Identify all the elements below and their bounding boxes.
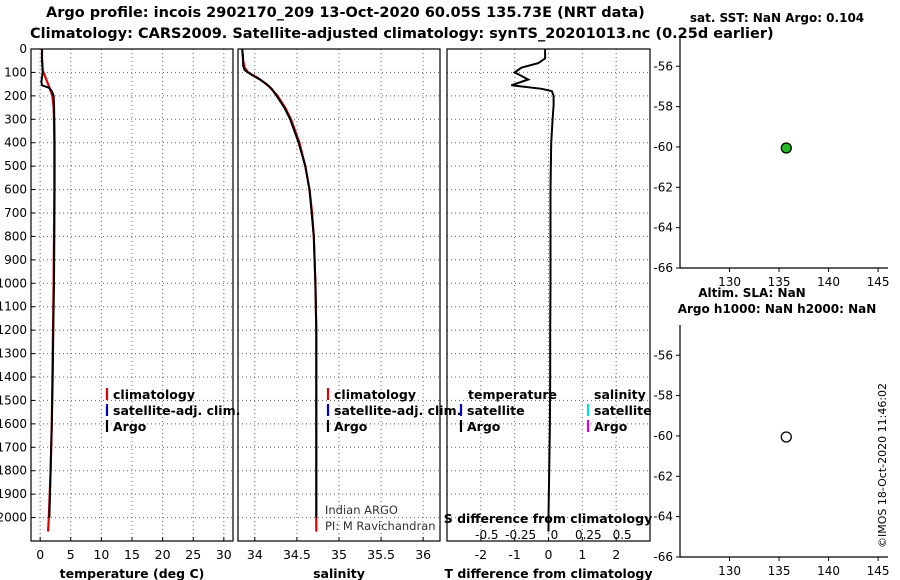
temperature-frame — [30, 48, 234, 542]
sla_map-ytick-label: -56 — [653, 348, 673, 362]
chart-title-line-1: Argo profile: incois 2902170_209 13-Oct-… — [46, 5, 645, 21]
difference-legend-temperature-label: satellite — [467, 403, 525, 418]
sst_map-xtick-label: 140 — [817, 275, 840, 289]
difference-series-t-argo---clim — [510, 49, 555, 532]
temperature-ytick-label: 1200 — [0, 323, 27, 337]
salinity-annotation-institution: Indian ARGO — [325, 503, 398, 517]
temperature-ytick-label: 2000 — [0, 511, 27, 525]
difference-top-tick-label: -0.5 — [475, 528, 498, 542]
temperature-ytick-label: 1700 — [0, 440, 27, 454]
imos-credit-stamp: ©IMOS 18-Oct-2020 11:46:02 — [876, 383, 889, 548]
salinity-xlabel: salinity — [313, 566, 365, 580]
difference-top-tick-label: -0.25 — [505, 528, 536, 542]
sla-map-title-line-1: Altim. SLA: NaN — [698, 286, 805, 300]
difference-xtick-label: 0 — [545, 547, 553, 562]
sla_map-xtick-label: 135 — [768, 564, 791, 578]
salinity-frame — [237, 48, 441, 542]
sla-map-title-line-2: Argo h1000: NaN h2000: NaN — [678, 302, 877, 316]
salinity-legend-label: satellite-adj. clim. — [334, 403, 461, 418]
sla_map-ytick-label: -62 — [653, 469, 673, 483]
difference-legend-title-temperature: temperature — [468, 387, 557, 402]
temperature-xtick-label: 5 — [67, 547, 75, 562]
salinity-xtick-label: 35.5 — [367, 547, 395, 562]
temperature-ytick-label: 100 — [4, 65, 27, 79]
sla_map-xtick-label: 145 — [867, 564, 890, 578]
sla_map-xtick-label: 130 — [718, 564, 741, 578]
temperature-ytick-label: 800 — [4, 229, 27, 243]
temperature-xtick-label: 20 — [155, 547, 171, 562]
sst-map-title: sat. SST: NaN Argo: 0.104 — [690, 11, 864, 25]
salinity-legend-label: climatology — [334, 387, 416, 402]
sst_map-ytick-label: -58 — [653, 100, 673, 114]
difference-xtick-label: 1 — [578, 547, 586, 562]
salinity-xtick-label: 36 — [415, 547, 431, 562]
temperature-ytick-label: 700 — [4, 206, 27, 220]
sst_map-xtick-label: 130 — [718, 275, 741, 289]
temperature-xtick-label: 0 — [36, 547, 44, 562]
difference-top-tick-label: 0 — [551, 528, 559, 542]
temperature-ytick-label: 1100 — [0, 300, 27, 314]
temperature-ytick-label: 400 — [4, 136, 27, 150]
difference-xtick-label: 2 — [612, 547, 620, 562]
difference-legend-title-salinity: salinity — [594, 387, 646, 402]
sst_map-ytick-label: -60 — [653, 140, 673, 154]
salinity-series-climatology — [241, 48, 318, 532]
temperature-xtick-label: 25 — [185, 547, 201, 562]
temperature-legend-label: climatology — [113, 387, 195, 402]
chart-title-line-2: Climatology: CARS2009. Satellite-adjuste… — [30, 26, 774, 42]
sst_map-ytick-label: -66 — [653, 261, 673, 275]
difference-legend-salinity-label: satellite — [594, 403, 652, 418]
sst_map-xtick-label: 145 — [867, 275, 890, 289]
salinity-xtick-label: 35 — [331, 547, 347, 562]
temperature-legend-label: Argo — [113, 419, 147, 434]
temperature-xtick-label: 15 — [124, 547, 140, 562]
difference-legend-temperature-label: Argo — [467, 419, 501, 434]
difference-xtick-label: -2 — [475, 547, 487, 562]
temperature-ytick-label: 200 — [4, 89, 27, 103]
difference-xtick-label: -1 — [508, 547, 520, 562]
sla_map-ytick-label: -58 — [653, 389, 673, 403]
temperature-ytick-label: 600 — [4, 183, 27, 197]
difference-top-axis-label: S difference from climatology — [444, 511, 653, 526]
temperature-series-argo — [40, 49, 56, 518]
difference-legend-salinity-label: Argo — [594, 419, 628, 434]
temperature-ytick-label: 1400 — [0, 370, 27, 384]
sla_map-xtick-label: 140 — [817, 564, 840, 578]
temperature-xtick-label: 30 — [216, 547, 232, 562]
temperature-ytick-label: 1800 — [0, 464, 27, 478]
salinity-legend-label: Argo — [334, 419, 368, 434]
sst_map-ytick-label: -56 — [653, 59, 673, 73]
difference-top-tick-label: 0.25 — [575, 528, 602, 542]
temperature-ytick-label: 500 — [4, 159, 27, 173]
temperature-ytick-label: 1000 — [0, 276, 27, 290]
temperature-ytick-label: 900 — [4, 253, 27, 267]
sst_map-xtick-label: 135 — [768, 275, 791, 289]
temperature-ytick-label: 1600 — [0, 417, 27, 431]
sst_map-ytick-label: -64 — [653, 221, 673, 235]
temperature-ytick-label: 1500 — [0, 393, 27, 407]
salinity-annotation-pi: PI: M Ravichandran — [325, 519, 436, 533]
temperature-ytick-label: 300 — [4, 112, 27, 126]
sla_map-ytick-label: -64 — [653, 510, 673, 524]
temperature-legend-label: satellite-adj. clim. — [113, 403, 240, 418]
temperature-ytick-label: 0 — [19, 42, 27, 56]
sla_map-ytick-label: -66 — [653, 550, 673, 564]
difference-top-tick-label: 0.5 — [613, 528, 632, 542]
salinity-series-argo — [241, 48, 318, 518]
sst_map-argo-location-marker — [780, 142, 792, 154]
temperature-xtick-label: 10 — [93, 547, 109, 562]
sla_map-ytick-label: -60 — [653, 429, 673, 443]
temperature-ytick-label: 1900 — [0, 487, 27, 501]
temperature-series-climatology — [40, 49, 56, 532]
sst_map-ytick-label: -62 — [653, 180, 673, 194]
temperature-ytick-label: 1300 — [0, 347, 27, 361]
sla_map-argo-location-marker — [780, 431, 792, 443]
salinity-xtick-label: 34.5 — [283, 547, 311, 562]
difference-xlabel: T difference from climatology — [444, 566, 652, 580]
temperature-xlabel: temperature (deg C) — [60, 566, 205, 580]
salinity-xtick-label: 34 — [247, 547, 263, 562]
